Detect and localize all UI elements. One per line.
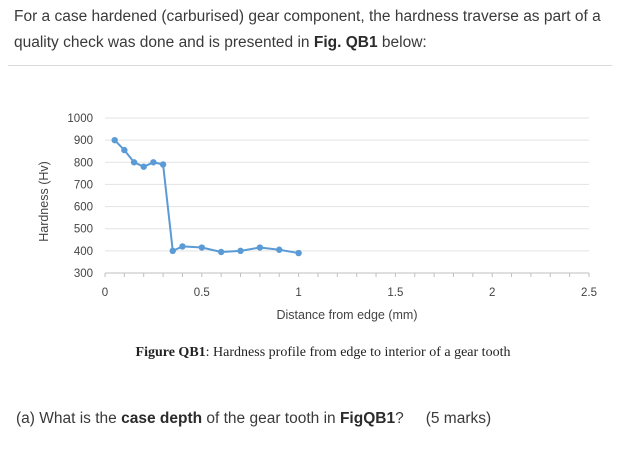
x-tick-label: 1 — [295, 287, 301, 299]
data-point — [111, 136, 118, 144]
caption-text: : Hardness profile from edge to interior… — [205, 345, 511, 360]
y-tick-label: 400 — [74, 246, 93, 258]
x-tick-label: 1.5 — [387, 287, 403, 299]
data-point — [179, 243, 186, 250]
chart-svg: 300 400 500 600 700 800 900 1000 0 0.5 1 1.5 2 2.5 Dis… — [37, 113, 597, 322]
x-axis-title: Distance from edge (mm) — [276, 308, 417, 322]
data-point — [237, 247, 244, 255]
y-tick-label: 600 — [74, 202, 93, 214]
y-tick-label: 800 — [74, 157, 93, 169]
y-tick-label: 500 — [74, 224, 93, 236]
question-a: (a) What is the case depth of the gear t… — [16, 410, 616, 428]
data-point — [217, 248, 225, 256]
intro-paragraph: For a case hardened (carburised) gear co… — [14, 4, 614, 56]
data-point — [130, 159, 138, 166]
hardness-chart: 300 400 500 600 700 800 900 1000 0 0.5 1 1.5 2 2.5 Dis… — [0, 100, 619, 340]
question-figure-ref: FigQB1 — [339, 410, 396, 427]
intro-figure-ref: Fig. QB1 — [313, 34, 378, 51]
question-middle: of the gear tooth in — [202, 410, 340, 427]
question-prefix: (a) What is the — [16, 410, 122, 427]
x-tick-label: 2 — [489, 287, 495, 299]
data-point — [276, 246, 283, 253]
y-axis-title: Hardness (Hv) — [37, 161, 51, 242]
y-tick-label: 1000 — [67, 113, 93, 125]
series-line — [113, 139, 299, 255]
figure-caption: Figure QB1: Hardness profile from edge t… — [0, 345, 619, 361]
x-tick-label: 0.5 — [194, 287, 210, 299]
y-tick-label: 700 — [74, 179, 93, 191]
data-point — [140, 163, 147, 170]
intro-text: For a case hardened (carburised) gear co… — [14, 8, 601, 51]
data-point — [256, 244, 264, 251]
data-point — [121, 146, 128, 154]
x-tick-label: 0 — [102, 287, 108, 299]
question-marks: (5 marks) — [425, 410, 492, 427]
data-point — [150, 159, 157, 166]
x-tick-label: 2.5 — [581, 287, 597, 299]
data-point — [295, 249, 302, 257]
data-point — [198, 244, 205, 251]
intro-text-end: below: — [377, 34, 427, 51]
data-point — [169, 247, 176, 255]
section-divider — [8, 65, 612, 66]
data-point — [159, 161, 167, 168]
caption-label: Figure QB1 — [135, 345, 206, 360]
y-tick-label: 900 — [74, 135, 93, 147]
y-tick-label: 300 — [74, 268, 93, 280]
question-suffix: ? — [395, 410, 404, 427]
question-term: case depth — [121, 410, 203, 427]
